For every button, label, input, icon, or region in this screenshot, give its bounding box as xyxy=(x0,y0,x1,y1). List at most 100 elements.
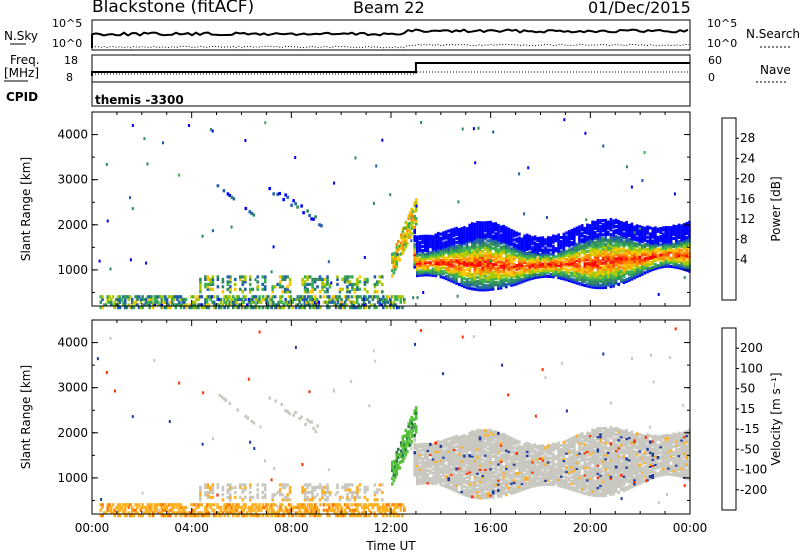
echo-cell xyxy=(531,444,534,448)
echo-cell xyxy=(484,253,487,257)
echo-cell xyxy=(507,237,511,241)
echo-cell xyxy=(426,267,430,271)
echo-cell xyxy=(539,454,542,458)
echo-cell xyxy=(557,453,560,457)
echo-cell xyxy=(288,290,292,294)
echo-cell xyxy=(281,290,284,294)
echo-cell xyxy=(416,451,419,455)
echo-cell xyxy=(460,457,464,461)
echo-cell xyxy=(463,462,466,466)
echo-cell xyxy=(669,232,673,236)
echo-cell xyxy=(447,469,450,474)
echo-cell xyxy=(258,306,261,310)
echo-cell xyxy=(599,286,602,290)
echo-cell xyxy=(421,477,424,481)
echo-cell xyxy=(552,448,555,452)
echo-cell xyxy=(672,230,675,234)
echo-cell xyxy=(109,297,113,302)
echo-cell xyxy=(229,280,232,284)
echo-cell xyxy=(460,453,464,457)
echo-cell xyxy=(431,239,435,243)
echo-cell xyxy=(442,255,445,259)
echo-cell xyxy=(580,244,584,248)
echo-cell xyxy=(575,267,579,271)
echo-cell xyxy=(416,473,419,478)
echo-cell xyxy=(471,434,474,438)
echo-cell xyxy=(583,277,587,281)
echo-cell xyxy=(101,295,104,299)
echo-cell xyxy=(429,269,432,273)
echo-cell xyxy=(643,271,647,275)
echo-cell xyxy=(559,468,563,472)
echo-cell xyxy=(471,222,474,226)
echo-cell xyxy=(625,241,628,245)
echo-cell xyxy=(625,263,628,267)
echo-cell xyxy=(423,444,427,448)
echo-cell xyxy=(463,234,466,238)
echo-cell xyxy=(416,251,419,255)
echo-cell xyxy=(413,465,416,469)
echo-cell xyxy=(586,256,589,260)
echo-cell xyxy=(481,245,484,249)
echo-cell xyxy=(486,265,490,269)
echo-cell xyxy=(591,283,594,287)
echo-cell xyxy=(510,451,513,455)
echo-cell xyxy=(418,479,422,483)
echo-cell xyxy=(209,282,212,286)
echo-cell xyxy=(499,463,503,467)
echo-cell xyxy=(617,272,621,276)
echo-cell xyxy=(311,287,314,291)
echo-cell xyxy=(497,227,500,232)
echo-cell xyxy=(565,243,568,247)
echo-cell xyxy=(617,282,621,286)
echo-cell xyxy=(476,237,479,241)
echo-cell xyxy=(320,224,323,228)
echo-cell xyxy=(447,243,450,247)
echo-cell xyxy=(515,253,519,257)
echo-cell xyxy=(654,254,657,258)
echo-cell xyxy=(546,252,550,256)
echo-cell xyxy=(648,250,652,254)
echo-cell xyxy=(578,265,581,270)
echo-cell xyxy=(484,247,487,251)
echo-cell xyxy=(439,275,443,279)
echo-cell xyxy=(239,287,242,291)
echo-cell xyxy=(471,462,474,466)
echo-cell xyxy=(450,444,453,448)
echo-cell xyxy=(431,475,435,479)
echo-cell xyxy=(622,262,626,266)
echo-cell xyxy=(426,469,430,473)
echo-cell xyxy=(353,287,357,291)
echo-cell xyxy=(450,277,453,281)
echo-cell xyxy=(641,270,644,274)
echo-cell xyxy=(468,435,471,439)
echo-cell xyxy=(491,434,495,438)
echo-cell xyxy=(489,269,492,273)
echo-cell xyxy=(336,295,340,299)
noise-cell xyxy=(131,124,134,127)
echo-cell xyxy=(546,470,550,474)
echo-cell xyxy=(229,275,232,279)
echo-cell xyxy=(111,295,115,299)
echo-cell xyxy=(583,438,587,443)
echo-cell xyxy=(478,479,482,484)
echo-cell xyxy=(588,274,592,279)
echo-cell xyxy=(473,265,477,269)
echo-cell xyxy=(118,300,122,304)
echo-cell xyxy=(499,239,503,243)
echo-cell xyxy=(518,238,521,242)
echo-cell xyxy=(680,244,683,248)
echo-cell xyxy=(659,231,662,235)
echo-cell xyxy=(499,270,503,274)
echo-cell xyxy=(677,239,681,244)
echo-cell xyxy=(366,297,369,302)
echo-cell xyxy=(408,235,412,239)
echo-cell xyxy=(421,469,424,473)
echo-cell xyxy=(546,474,550,478)
echo-cell xyxy=(429,236,432,240)
echo-cell xyxy=(486,245,490,249)
echo-cell xyxy=(510,255,513,259)
echo-cell xyxy=(575,483,579,487)
echo-cell xyxy=(471,438,474,442)
echo-cell xyxy=(573,460,576,464)
